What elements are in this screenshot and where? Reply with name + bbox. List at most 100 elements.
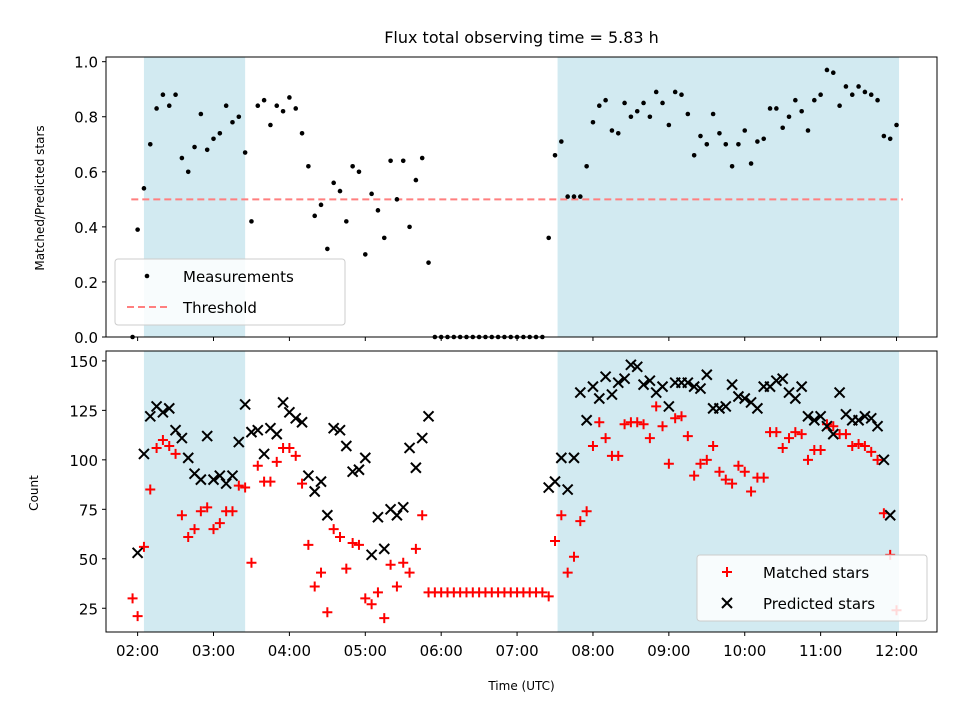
- measurement-point: [426, 260, 431, 265]
- x-tick-label: 02:00: [116, 642, 159, 660]
- predicted-star-point: [821, 420, 833, 432]
- measurement-point: [192, 144, 197, 150]
- measurement-point: [154, 106, 159, 111]
- predicted-star-point: [802, 410, 814, 423]
- measurement-point: [179, 155, 185, 161]
- predicted-star-point: [789, 392, 802, 405]
- x-tick-label: 12:00: [875, 642, 918, 660]
- measurement-point: [628, 114, 634, 120]
- measurement-point: [596, 103, 602, 109]
- measurement-point: [413, 177, 419, 183]
- predicted-star-point: [739, 392, 751, 405]
- predicted-star-point: [555, 452, 568, 464]
- y-tick-label: 0.8: [74, 109, 98, 127]
- legend-label-threshold: Threshold: [182, 299, 257, 317]
- matched-star-point: [252, 460, 263, 471]
- measurement-point: [400, 158, 406, 164]
- matched-star-point: [151, 442, 162, 453]
- x-tick-label: 10:00: [723, 642, 766, 660]
- matched-star-point: [733, 460, 744, 471]
- matched-star-point: [379, 613, 390, 624]
- predicted-star-point: [353, 464, 365, 476]
- matched-star-point: [663, 458, 674, 469]
- predicted-star-point: [176, 432, 188, 444]
- measurement-point: [641, 100, 646, 106]
- measurement-point: [799, 108, 804, 114]
- measurement-point: [761, 136, 767, 142]
- predicted-star-point: [833, 386, 846, 399]
- measurement-point: [824, 67, 830, 73]
- y-axis-label-ratio: Matched/Predicted stars: [33, 125, 47, 270]
- legend-top: [114, 258, 346, 326]
- predicted-star-point: [359, 452, 371, 464]
- predicted-star-point: [410, 462, 422, 474]
- measurement-point: [653, 89, 659, 95]
- measurement-point: [135, 227, 140, 232]
- matched-star-point: [271, 456, 282, 467]
- predicted-star-point: [580, 414, 593, 426]
- predicted-star-point: [271, 428, 283, 440]
- matched-star-point: [214, 518, 225, 529]
- predicted-star-point: [656, 380, 669, 393]
- predicted-star-point: [144, 410, 156, 423]
- matched-star-point: [556, 510, 567, 521]
- predicted-star-point: [770, 374, 783, 387]
- predicted-star-point: [315, 475, 327, 488]
- matched-star-point: [859, 440, 870, 451]
- measurement-point: [634, 108, 640, 114]
- measurement-point: [312, 213, 317, 219]
- measurement-point: [615, 130, 621, 136]
- measurement-point: [812, 97, 817, 103]
- y-tick-label: 0.6: [74, 164, 98, 182]
- x-tick-label: 09:00: [647, 642, 690, 660]
- matched-star-point: [322, 607, 333, 618]
- measurement-point: [843, 84, 849, 89]
- predicted-star-point: [625, 359, 637, 371]
- matched-star-point: [777, 442, 788, 453]
- predicted-star-point: [631, 361, 643, 373]
- measurement-point: [736, 141, 741, 147]
- y-tick-label: 50: [79, 551, 98, 569]
- matched-star-point: [202, 502, 213, 513]
- predicted-star-point: [713, 402, 726, 415]
- legend-marker-matched: [722, 567, 732, 577]
- measurement-point: [546, 235, 551, 241]
- predicted-star-point: [290, 412, 302, 424]
- matched-star-point: [176, 510, 187, 521]
- predicted-star-point: [871, 420, 884, 432]
- predicted-star-point: [334, 424, 346, 436]
- predicted-star-point: [568, 452, 580, 464]
- measurement-point: [868, 92, 874, 98]
- measurement-point: [268, 122, 273, 128]
- predicted-star-point: [682, 376, 694, 389]
- x-tick-label: 11:00: [799, 642, 842, 660]
- matched-star-point: [587, 440, 598, 451]
- predicted-star-point: [422, 410, 435, 423]
- predicted-star-point: [207, 473, 220, 486]
- matched-star-point: [701, 454, 712, 465]
- matched-star-point: [651, 401, 662, 412]
- y-tick-label: 150: [69, 353, 98, 371]
- predicted-star-point: [644, 374, 656, 387]
- matched-star-point: [682, 431, 693, 442]
- matched-star-point: [815, 444, 826, 455]
- predicted-star-point: [372, 511, 384, 523]
- matched-star-point: [195, 506, 206, 517]
- x-tick-label: 08:00: [571, 642, 614, 660]
- matched-star-point: [784, 433, 795, 444]
- measurement-point: [559, 139, 564, 144]
- matched-star-point: [347, 537, 358, 548]
- matched-star-point: [227, 506, 238, 517]
- matched-star-point: [581, 506, 592, 517]
- predicted-star-point: [195, 473, 207, 486]
- y-tick-label: 0.0: [74, 329, 98, 347]
- predicted-star-point: [574, 386, 587, 399]
- measurement-point: [381, 235, 387, 241]
- measurement-point: [198, 111, 204, 117]
- matched-star-point: [341, 563, 352, 574]
- matched-star-point: [372, 587, 383, 598]
- measurement-point: [173, 92, 178, 98]
- measurement-point: [672, 89, 678, 95]
- matched-star-point: [404, 567, 415, 578]
- predicted-star-point: [239, 398, 251, 411]
